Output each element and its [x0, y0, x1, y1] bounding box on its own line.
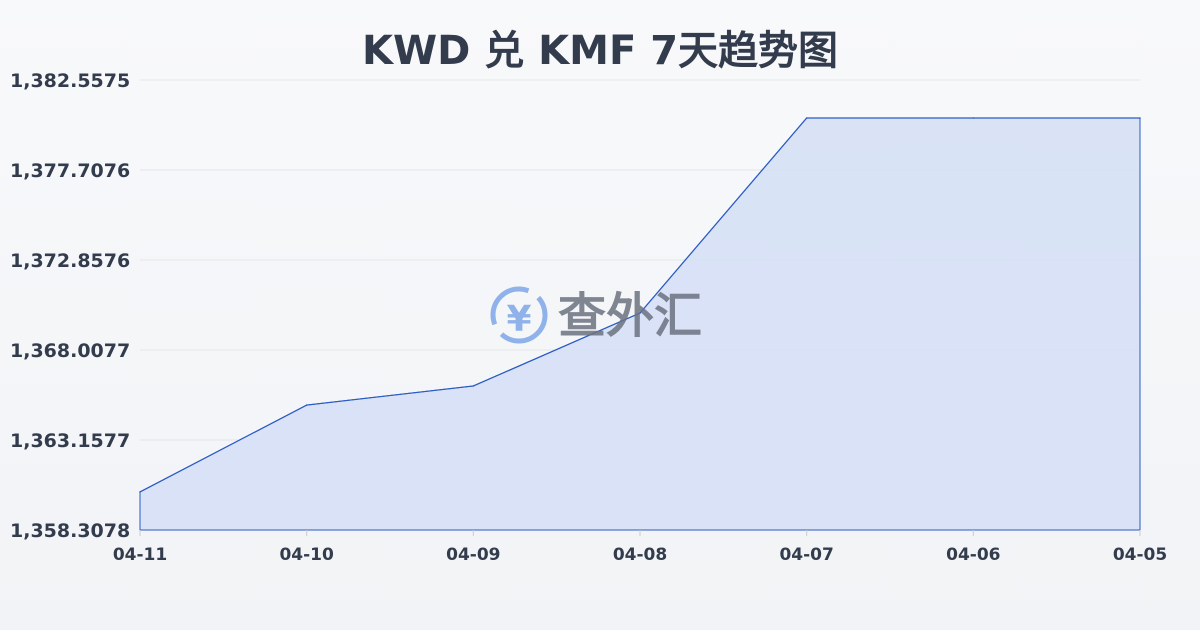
y-tick-label: 1,368.0077	[10, 340, 130, 362]
yen-icon: ¥	[506, 299, 531, 340]
y-tick-label: 1,358.3078	[10, 520, 130, 542]
data-point	[305, 404, 308, 406]
y-tick-label: 1,372.8576	[10, 250, 130, 272]
x-tick-label: 04-09	[446, 545, 500, 565]
data-point	[139, 491, 141, 493]
data-point	[1139, 117, 1141, 119]
watermark-text: 查外汇	[558, 288, 702, 344]
y-tick-label: 1,363.1577	[10, 430, 130, 452]
data-point	[972, 117, 975, 119]
y-tick-label: 1,377.7076	[10, 160, 130, 182]
data-point	[805, 117, 808, 119]
x-tick-label: 04-11	[113, 545, 167, 565]
chart-title: KWD 兑 KMF 7天趋势图	[361, 28, 839, 74]
exchange-logo-icon	[490, 286, 548, 344]
x-tick-label: 04-10	[279, 545, 334, 565]
data-point	[472, 385, 475, 387]
x-tick-label: 04-05	[1113, 545, 1167, 565]
data-point	[639, 312, 641, 314]
y-tick-label: 1,382.5575	[10, 70, 130, 92]
watermark: ¥ 查外汇	[490, 286, 702, 344]
x-tick-label: 04-08	[613, 545, 667, 565]
x-tick-label: 04-06	[946, 545, 1000, 565]
x-tick-label: 04-07	[779, 545, 833, 565]
